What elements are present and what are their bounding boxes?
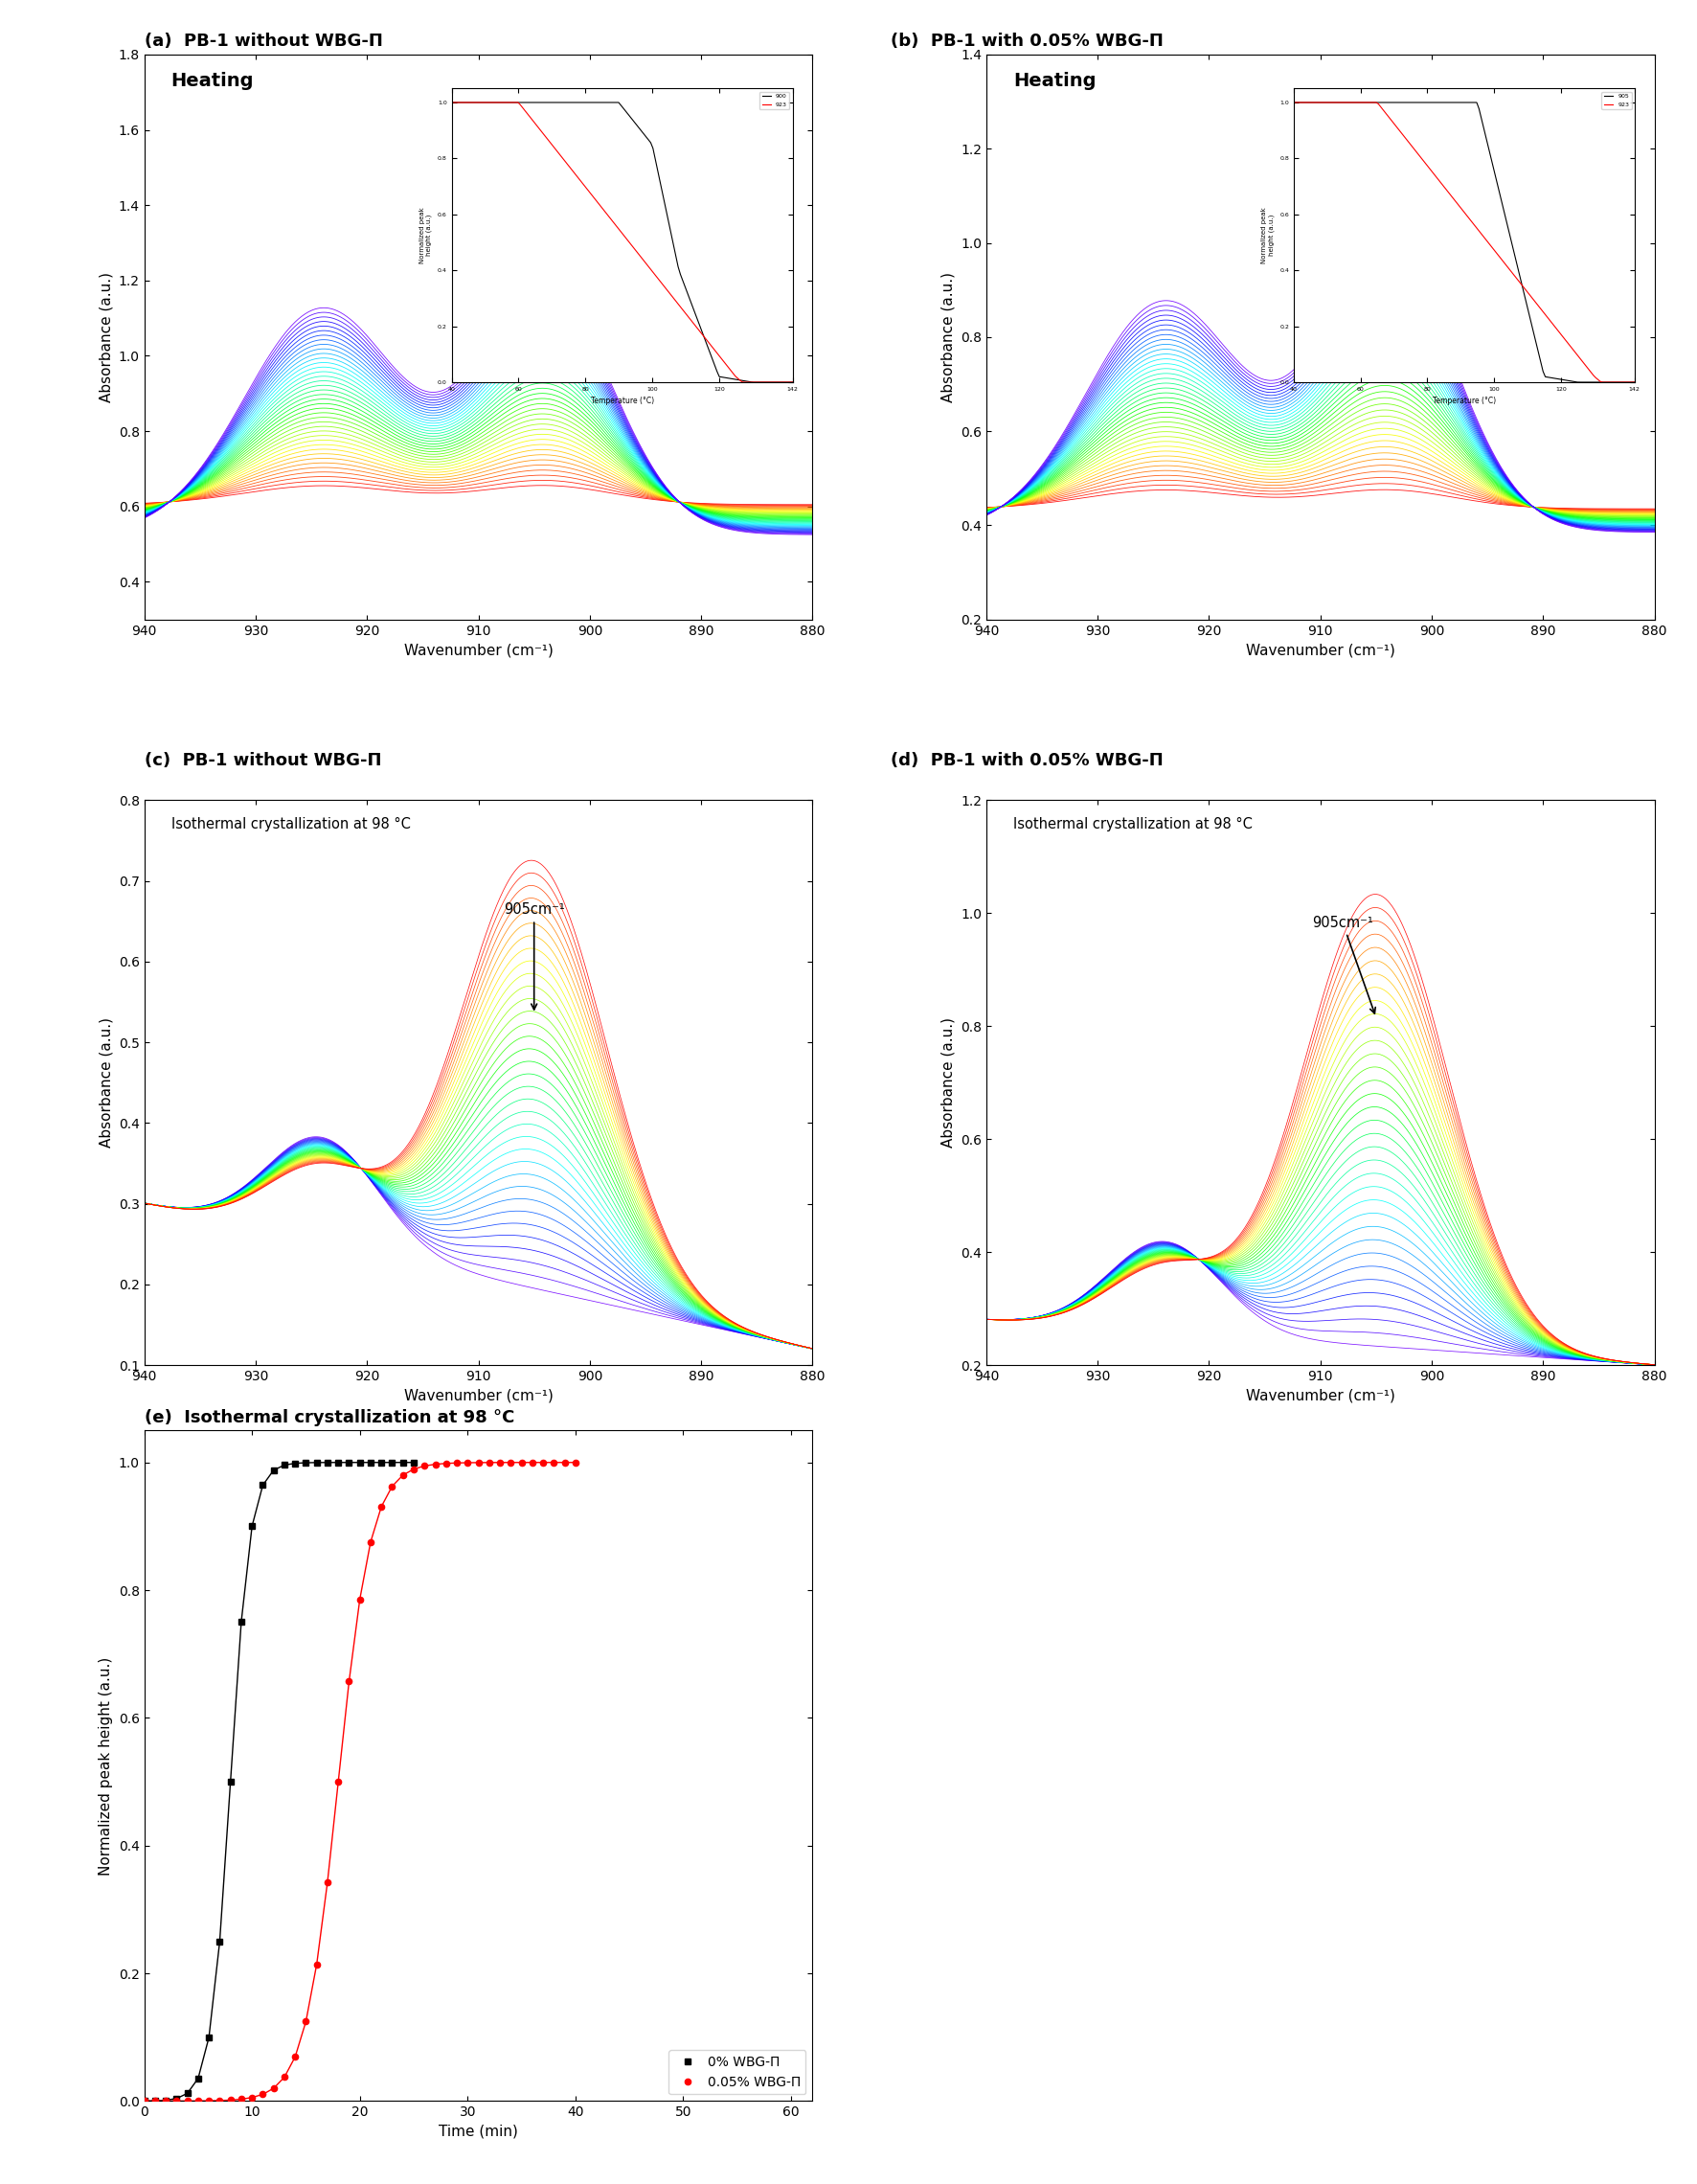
0% WBG-Π xyxy=(307,1450,328,1476)
0.05% WBG-Π xyxy=(523,1450,543,1476)
Line: 0.05% WBG-Π: 0.05% WBG-Π xyxy=(141,1459,579,2103)
0.05% WBG-Π xyxy=(501,1450,521,1476)
X-axis label: Wavenumber (cm⁻¹): Wavenumber (cm⁻¹) xyxy=(404,642,553,657)
0.05% WBG-Π xyxy=(263,2075,283,2101)
0.05% WBG-Π xyxy=(176,2088,197,2114)
0% WBG-Π xyxy=(350,1450,370,1476)
X-axis label: Wavenumber (cm⁻¹): Wavenumber (cm⁻¹) xyxy=(404,1389,553,1402)
X-axis label: Wavenumber (cm⁻¹): Wavenumber (cm⁻¹) xyxy=(1246,1389,1395,1402)
0.05% WBG-Π xyxy=(188,2088,209,2114)
0% WBG-Π xyxy=(253,1472,273,1498)
0.05% WBG-Π xyxy=(350,1586,370,1612)
0.05% WBG-Π xyxy=(317,1870,338,1896)
0.05% WBG-Π xyxy=(307,1950,328,1977)
0.05% WBG-Π xyxy=(156,2088,176,2114)
0% WBG-Π xyxy=(275,1452,295,1479)
Text: Heating: Heating xyxy=(171,72,255,90)
0.05% WBG-Π xyxy=(468,1450,489,1476)
0% WBG-Π xyxy=(166,2086,187,2112)
0.05% WBG-Π xyxy=(511,1450,531,1476)
0.05% WBG-Π xyxy=(134,2088,154,2114)
0% WBG-Π xyxy=(231,1610,251,1636)
0.05% WBG-Π xyxy=(436,1450,456,1476)
0% WBG-Π xyxy=(285,1450,305,1476)
0.05% WBG-Π xyxy=(339,1669,360,1695)
0% WBG-Π xyxy=(392,1450,412,1476)
Text: (d)  PB-1 with 0.05% WBG-Π: (d) PB-1 with 0.05% WBG-Π xyxy=(891,751,1164,769)
0.05% WBG-Π xyxy=(565,1450,585,1476)
0.05% WBG-Π xyxy=(209,2088,229,2114)
0.05% WBG-Π xyxy=(446,1450,467,1476)
0.05% WBG-Π xyxy=(543,1450,563,1476)
Text: (e)  Isothermal crystallization at 98 °C: (e) Isothermal crystallization at 98 °C xyxy=(144,1409,514,1426)
0% WBG-Π xyxy=(339,1450,360,1476)
Y-axis label: Absorbance (a.u.): Absorbance (a.u.) xyxy=(98,1018,114,1149)
Text: Isothermal crystallization at 98 °C: Isothermal crystallization at 98 °C xyxy=(171,817,411,832)
0.05% WBG-Π xyxy=(458,1450,479,1476)
Text: 905cm⁻¹: 905cm⁻¹ xyxy=(1312,915,1375,1013)
0% WBG-Π xyxy=(144,2088,165,2114)
0% WBG-Π xyxy=(404,1450,424,1476)
0.05% WBG-Π xyxy=(555,1450,575,1476)
X-axis label: Time (min): Time (min) xyxy=(440,2125,518,2138)
0.05% WBG-Π xyxy=(392,1461,412,1487)
0.05% WBG-Π xyxy=(328,1769,348,1795)
Text: 905cm⁻¹: 905cm⁻¹ xyxy=(504,902,565,1009)
0.05% WBG-Π xyxy=(360,1529,380,1555)
Text: (a)  PB-1 without WBG-Π: (a) PB-1 without WBG-Π xyxy=(144,33,382,50)
Y-axis label: Absorbance (a.u.): Absorbance (a.u.) xyxy=(940,271,955,402)
0.05% WBG-Π xyxy=(490,1450,511,1476)
0.05% WBG-Π xyxy=(295,2009,316,2035)
0.05% WBG-Π xyxy=(166,2088,187,2114)
0% WBG-Π xyxy=(209,1928,229,1955)
0% WBG-Π xyxy=(263,1457,283,1483)
0.05% WBG-Π xyxy=(479,1450,499,1476)
Text: Heating: Heating xyxy=(1013,72,1096,90)
0% WBG-Π xyxy=(199,2025,219,2051)
0.05% WBG-Π xyxy=(533,1450,553,1476)
0.05% WBG-Π xyxy=(382,1474,402,1500)
0.05% WBG-Π xyxy=(253,2081,273,2108)
0.05% WBG-Π xyxy=(199,2088,219,2114)
Text: Isothermal crystallization at 98 °C: Isothermal crystallization at 98 °C xyxy=(1013,817,1252,832)
X-axis label: Wavenumber (cm⁻¹): Wavenumber (cm⁻¹) xyxy=(1246,642,1395,657)
0.05% WBG-Π xyxy=(414,1452,434,1479)
0.05% WBG-Π xyxy=(221,2088,241,2114)
Legend: 0% WBG-Π, 0.05% WBG-Π: 0% WBG-Π, 0.05% WBG-Π xyxy=(669,2051,806,2094)
Y-axis label: Normalized peak height (a.u.): Normalized peak height (a.u.) xyxy=(98,1655,114,1876)
0% WBG-Π xyxy=(295,1450,316,1476)
Text: (c)  PB-1 without WBG-Π: (c) PB-1 without WBG-Π xyxy=(144,751,382,769)
0.05% WBG-Π xyxy=(275,2064,295,2090)
0% WBG-Π xyxy=(382,1450,402,1476)
0.05% WBG-Π xyxy=(424,1450,445,1476)
0.05% WBG-Π xyxy=(144,2088,165,2114)
0% WBG-Π xyxy=(188,2066,209,2092)
0% WBG-Π xyxy=(360,1450,380,1476)
0% WBG-Π xyxy=(328,1450,348,1476)
0% WBG-Π xyxy=(221,1769,241,1795)
0% WBG-Π xyxy=(372,1450,392,1476)
Line: 0% WBG-Π: 0% WBG-Π xyxy=(141,1459,417,2103)
Y-axis label: Absorbance (a.u.): Absorbance (a.u.) xyxy=(98,271,114,402)
0% WBG-Π xyxy=(156,2088,176,2114)
0% WBG-Π xyxy=(243,1514,263,1540)
0.05% WBG-Π xyxy=(404,1457,424,1483)
0% WBG-Π xyxy=(176,2079,197,2105)
0.05% WBG-Π xyxy=(243,2084,263,2110)
Y-axis label: Absorbance (a.u.): Absorbance (a.u.) xyxy=(940,1018,955,1149)
0.05% WBG-Π xyxy=(372,1494,392,1520)
0.05% WBG-Π xyxy=(285,2044,305,2070)
Text: (b)  PB-1 with 0.05% WBG-Π: (b) PB-1 with 0.05% WBG-Π xyxy=(891,33,1164,50)
0% WBG-Π xyxy=(317,1450,338,1476)
0% WBG-Π xyxy=(134,2088,154,2114)
0.05% WBG-Π xyxy=(231,2086,251,2112)
